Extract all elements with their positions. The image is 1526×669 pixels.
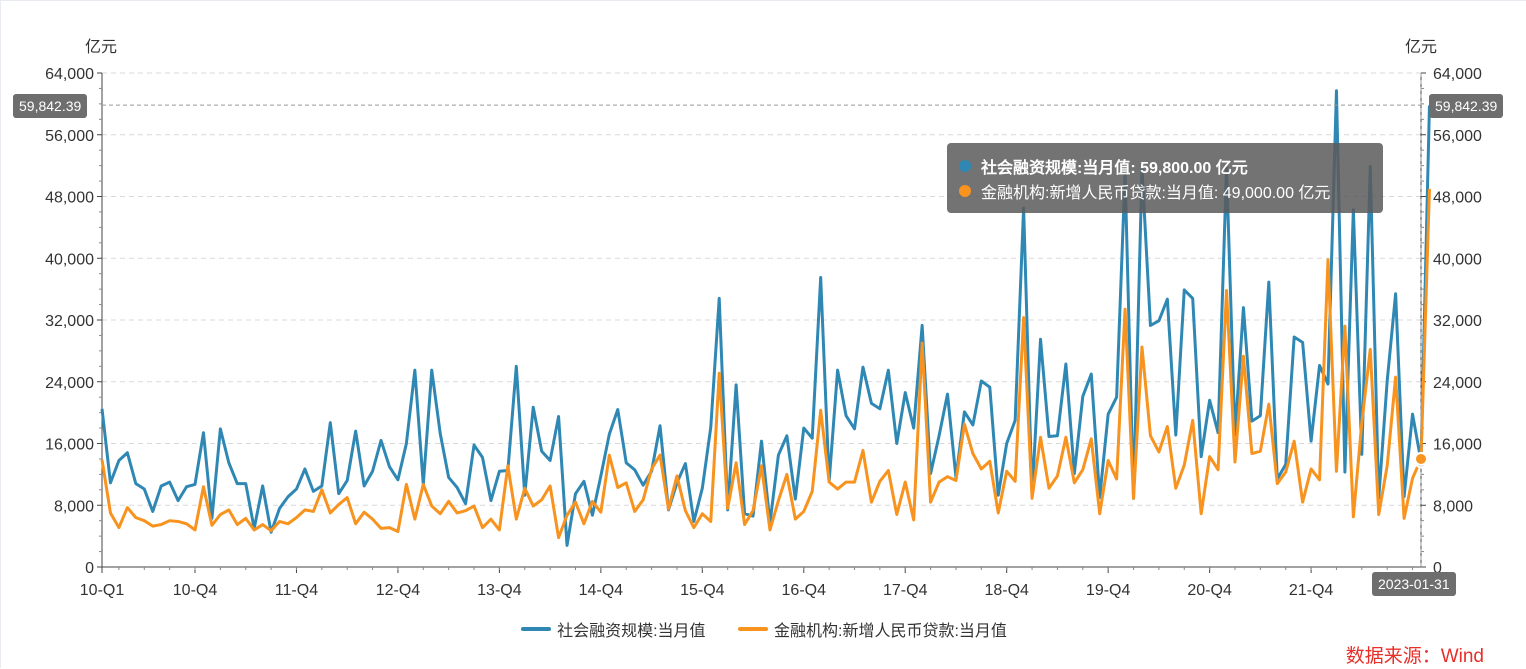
grid-lines <box>102 72 1421 506</box>
y-tick-label-right: 8,000 <box>1433 498 1473 515</box>
legend-line-icon <box>738 627 768 631</box>
legend: 社会融资规模:当月值 金融机构:新增人民币贷款:当月值 <box>1 617 1526 641</box>
y-tick-label-right: 40,000 <box>1433 251 1482 268</box>
x-tick-label: 11-Q4 <box>275 582 318 599</box>
tooltip: 社会融资规模:当月值: 59,800.00 亿元 金融机构:新增人民币贷款:当月… <box>947 143 1383 213</box>
y-tick-label-left: 32,000 <box>45 313 94 330</box>
y-tick-label-left: 24,000 <box>45 375 94 392</box>
series-layer <box>100 89 1431 547</box>
legend-line-icon <box>521 627 552 631</box>
x-tick-label: 18-Q4 <box>984 582 1029 599</box>
y-tick-label-left: 48,000 <box>45 190 94 207</box>
x-tick-label: 21-Q4 <box>1289 582 1334 599</box>
y-tick-label-right: 48,000 <box>1433 190 1482 207</box>
y-tick-label-left: 8,000 <box>54 498 94 515</box>
tooltip-row-new-loans: 金融机构:新增人民币贷款:当月值: 49,000.00 亿元 <box>959 178 1371 203</box>
x-tick-label: 10-Q4 <box>173 582 218 599</box>
data-source: 数据来源：Wind <box>1345 646 1484 667</box>
x-tick-label: 19-Q4 <box>1086 582 1131 599</box>
tooltip-text-1: 社会融资规模:当月值: 59,800.00 亿元 <box>981 159 1248 177</box>
y-tick-label-left: 16,000 <box>45 437 94 454</box>
y-tick-label-right: 32,000 <box>1433 313 1482 330</box>
x-tick-label: 10-Q1 <box>80 582 125 599</box>
crosshair-value-badge-left: 59,842.39 <box>13 94 88 118</box>
right-axis-unit: 亿元 <box>1405 38 1437 56</box>
tooltip-row-social-financing: 社会融资规模:当月值: 59,800.00 亿元 <box>959 153 1371 178</box>
series-dot-icon <box>959 184 971 197</box>
y-tick-label-left: 56,000 <box>45 128 94 145</box>
y-tick-label-right: 16,000 <box>1433 437 1482 454</box>
series-line-new-loans <box>100 188 1431 540</box>
crosshair-value-badge-right: 59,842.39 <box>1429 94 1504 118</box>
crosshair-date-badge: 2023-01-31 <box>1372 572 1456 596</box>
left-axis-unit: 亿元 <box>85 38 117 56</box>
x-tick-label: 12-Q4 <box>376 582 421 599</box>
series-line-social-financing <box>100 89 1431 547</box>
y-tick-label-right: 0 <box>1433 560 1442 577</box>
y-tick-label-left: 0 <box>85 560 94 577</box>
legend-item-new-loans[interactable]: 金融机构:新增人民币贷款:当月值 <box>738 617 1007 641</box>
y-tick-label-right: 56,000 <box>1433 128 1482 145</box>
series-dot-icon <box>959 159 971 172</box>
x-tick-label: 17-Q4 <box>883 582 928 599</box>
highlight-point-new-loans <box>1414 451 1428 466</box>
crosshair <box>102 73 1428 567</box>
y-tick-label-left: 40,000 <box>45 251 94 268</box>
x-tick-label: 15-Q4 <box>680 582 725 599</box>
y-axis-left: 0 8,000 16,000 24,000 32,000 40,000 48,000 56,0… <box>45 66 103 577</box>
x-tick-label: 20-Q4 <box>1187 582 1232 599</box>
x-tick-label: 14-Q4 <box>579 582 624 599</box>
legend-label-1: 社会融资规模:当月值 <box>557 623 706 640</box>
x-axis: 10-Q1 10-Q4 11-Q4 12-Q4 13-Q4 14-Q4 15-Q4 16-Q4… <box>80 566 1421 599</box>
y-tick-label-right: 64,000 <box>1433 66 1482 83</box>
tooltip-text-2: 金融机构:新增人民币贷款:当月值: 49,000.00 亿元 <box>981 184 1331 202</box>
legend-label-2: 金融机构:新增人民币贷款:当月值 <box>774 623 1007 640</box>
x-tick-label: 16-Q4 <box>782 582 827 599</box>
x-tick-label: 13-Q4 <box>477 582 522 599</box>
y-tick-label-right: 24,000 <box>1433 375 1482 392</box>
y-axis-right: 0 8,000 16,000 24,000 32,000 40,000 48,000 56,0… <box>1420 66 1482 577</box>
y-tick-label-left: 64,000 <box>45 66 94 83</box>
legend-item-social-financing[interactable]: 社会融资规模:当月值 <box>521 617 706 641</box>
